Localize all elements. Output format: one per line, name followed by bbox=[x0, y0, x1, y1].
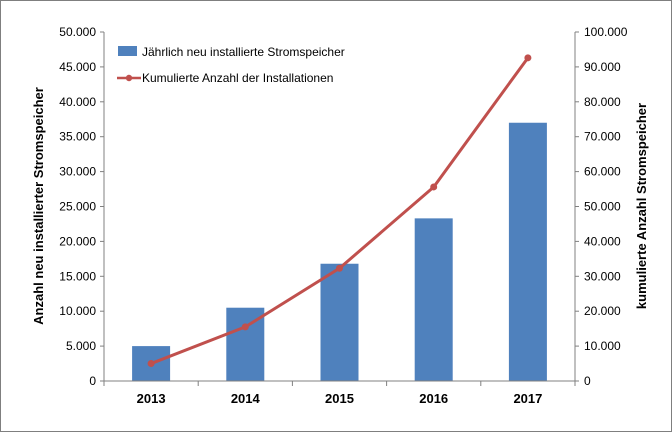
line-point-2015 bbox=[336, 264, 343, 272]
right-axis-title: kumulierte Anzahl Stromspeicher bbox=[634, 103, 649, 309]
bar-2015 bbox=[320, 263, 359, 381]
right-tick-label: 0 bbox=[584, 374, 591, 388]
right-tick-label: 50.000 bbox=[584, 200, 621, 214]
x-tick-label: 2016 bbox=[419, 391, 448, 406]
right-tick-label: 60.000 bbox=[584, 165, 621, 179]
left-tick-label: 45.000 bbox=[59, 60, 96, 74]
left-tick-label: 20.000 bbox=[59, 234, 96, 248]
line-point-2013 bbox=[147, 360, 155, 368]
left-tick-label: 0 bbox=[89, 374, 96, 388]
legend-line-label: Kumulierte Anzahl der Installationen bbox=[142, 71, 333, 85]
left-y-ticks: 0 5.000 10.000 15.000 20.000 25.000 30.000 35.0… bbox=[59, 25, 104, 388]
right-tick-label: 40.000 bbox=[584, 234, 621, 248]
left-tick-label: 5.000 bbox=[66, 339, 96, 353]
line-point-2017 bbox=[524, 54, 532, 62]
bar-series bbox=[132, 122, 547, 382]
line-series bbox=[147, 54, 532, 368]
x-ticks: 2013 2014 2015 2016 2017 bbox=[103, 381, 576, 406]
x-tick-label: 2013 bbox=[137, 391, 166, 406]
left-tick-label: 30.000 bbox=[59, 165, 96, 179]
left-tick-label: 25.000 bbox=[59, 200, 96, 214]
right-tick-label: 30.000 bbox=[584, 269, 621, 283]
bar-2016 bbox=[414, 218, 453, 381]
legend: Jährlich neu installierte Stromspeicher … bbox=[117, 45, 345, 85]
left-tick-label: 10.000 bbox=[59, 304, 96, 318]
right-tick-label: 100.000 bbox=[584, 25, 628, 39]
legend-line-marker bbox=[125, 74, 133, 82]
left-tick-label: 35.000 bbox=[59, 130, 96, 144]
left-tick-label: 50.000 bbox=[59, 25, 96, 39]
bar-2017 bbox=[508, 122, 547, 382]
line-point-2014 bbox=[241, 323, 249, 331]
line-point-2016 bbox=[430, 183, 438, 191]
x-tick-label: 2017 bbox=[513, 391, 542, 406]
left-tick-label: 15.000 bbox=[59, 269, 96, 283]
left-axis-title: Anzahl neu installierter Stromspeicher bbox=[31, 87, 46, 325]
right-y-ticks: 0 10.000 20.000 30.000 40.000 50.000 60.000 70.… bbox=[575, 25, 628, 388]
legend-bar-label: Jährlich neu installierte Stromspeicher bbox=[142, 45, 345, 59]
left-tick-label: 40.000 bbox=[59, 95, 96, 109]
x-tick-label: 2014 bbox=[231, 391, 261, 406]
right-tick-label: 10.000 bbox=[584, 339, 621, 353]
legend-bar-swatch bbox=[118, 46, 137, 56]
right-tick-label: 80.000 bbox=[584, 95, 621, 109]
right-tick-label: 90.000 bbox=[584, 60, 621, 74]
right-tick-label: 70.000 bbox=[584, 130, 621, 144]
x-tick-label: 2015 bbox=[325, 391, 354, 406]
right-tick-label: 20.000 bbox=[584, 304, 621, 318]
